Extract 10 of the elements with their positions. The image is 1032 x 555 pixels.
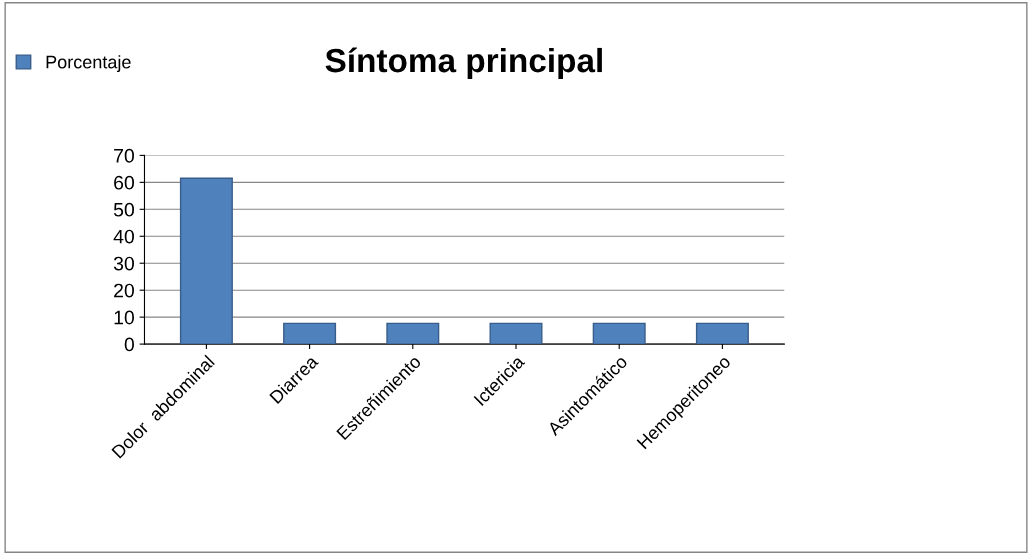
- y-tick-label: 50: [113, 202, 134, 217]
- y-tick-label: 10: [114, 310, 134, 325]
- y-tick-label: 20: [114, 283, 134, 298]
- y-tick-label: 0: [124, 337, 134, 352]
- chart-title: Síntoma principal: [325, 47, 602, 79]
- y-tick-label: 60: [114, 175, 134, 190]
- legend-label: Porcentaje: [46, 55, 131, 73]
- y-tick-label: 70: [114, 148, 134, 163]
- y-tick-label: 30: [113, 256, 134, 271]
- y-tick-label: 40: [113, 229, 134, 244]
